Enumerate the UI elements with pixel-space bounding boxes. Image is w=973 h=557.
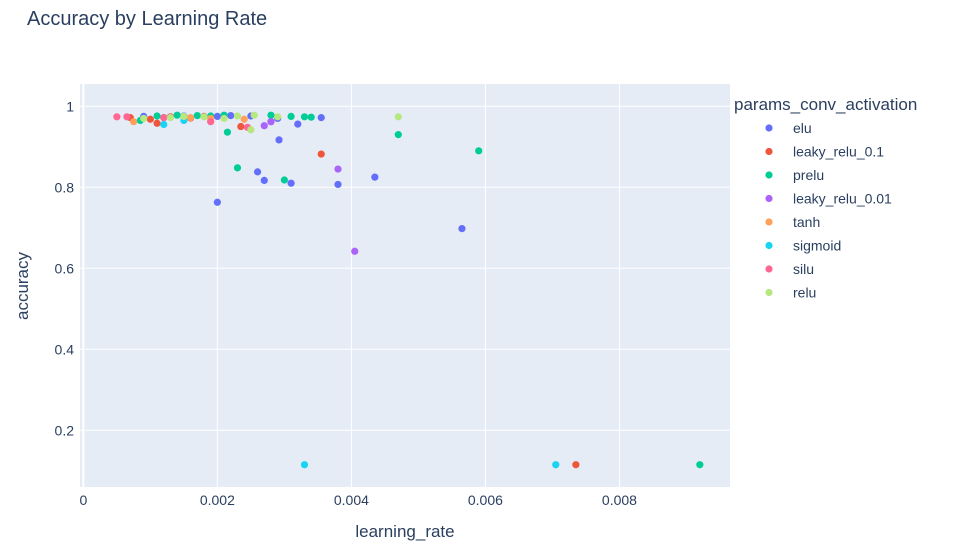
point-prelu: [475, 147, 483, 155]
plot-area: [80, 84, 730, 487]
point-leaky_relu_0.01: [351, 247, 359, 255]
x-tick-label: 0.004: [334, 492, 369, 508]
point-prelu: [280, 176, 288, 184]
point-leaky_relu_0.01: [267, 118, 275, 126]
legend-marker-leaky_relu_0.01: [765, 194, 773, 203]
legend-marker-sigmoid: [765, 241, 773, 250]
point-relu: [180, 112, 188, 121]
point-prelu: [173, 111, 181, 119]
point-elu: [371, 173, 379, 181]
point-prelu: [223, 128, 232, 136]
point-prelu: [307, 113, 315, 121]
legend-label-tanh: tanh: [793, 214, 820, 230]
point-tanh: [130, 118, 138, 126]
point-relu: [394, 113, 402, 121]
point-relu: [166, 114, 175, 122]
point-elu: [275, 136, 283, 144]
point-sigmoid: [300, 461, 309, 469]
point-prelu: [300, 113, 309, 121]
point-tanh: [186, 114, 195, 122]
point-relu: [200, 113, 208, 121]
point-silu: [113, 113, 121, 121]
legend-label-leaky_relu_0.1: leaky_relu_0.1: [793, 144, 884, 160]
point-elu: [458, 224, 466, 233]
point-leaky_relu_0.1: [146, 115, 154, 123]
point-elu: [213, 198, 221, 206]
point-elu: [334, 180, 342, 189]
grid-lines: [80, 84, 730, 487]
legend-marker-relu: [765, 288, 773, 297]
point-prelu: [267, 111, 275, 119]
point-sigmoid: [552, 461, 560, 469]
point-leaky_relu_0.1: [317, 150, 325, 158]
point-sigmoid: [160, 120, 168, 129]
point-relu: [247, 126, 255, 134]
point-prelu: [287, 112, 295, 121]
point-prelu: [153, 112, 161, 120]
legend-label-sigmoid: sigmoid: [793, 238, 841, 254]
point-elu: [260, 176, 268, 184]
legend-marker-silu: [765, 265, 773, 273]
legend-marker-leaky_relu_0.1: [765, 147, 773, 156]
legend-label-elu: elu: [793, 120, 812, 136]
point-leaky_relu_0.1: [237, 122, 245, 131]
point-leaky_relu_0.01: [334, 165, 342, 173]
legend-label-silu: silu: [793, 261, 814, 277]
legend-label-prelu: prelu: [793, 167, 824, 183]
point-leaky_relu_0.01: [260, 122, 268, 130]
data-points: [113, 111, 704, 469]
point-silu: [160, 114, 168, 122]
point-prelu: [696, 461, 704, 469]
point-relu: [220, 114, 228, 123]
legend-marker-prelu: [765, 171, 773, 179]
point-elu: [294, 120, 302, 128]
y-axis-title: accuracy: [13, 251, 32, 320]
legend: params_conv_activation elu leaky_relu_0.1…: [734, 95, 917, 301]
point-silu: [207, 118, 215, 126]
y-tick-label: 1: [66, 98, 74, 114]
legend-label-leaky_relu_0.01: leaky_relu_0.01: [793, 191, 892, 207]
y-tick-label: 0.2: [55, 422, 75, 438]
y-tick-label: 0.8: [55, 179, 75, 195]
x-tick-label: 0.006: [468, 492, 503, 508]
chart-title: Accuracy by Learning Rate: [27, 8, 267, 30]
x-tick-label: 0: [79, 492, 87, 508]
point-relu: [274, 113, 282, 121]
legend-label-relu: relu: [793, 285, 816, 301]
point-prelu: [394, 131, 402, 139]
point-relu: [233, 112, 242, 120]
point-elu: [227, 111, 235, 120]
point-prelu: [193, 111, 201, 120]
point-relu: [140, 114, 148, 123]
legend-marker-tanh: [765, 218, 773, 226]
point-leaky_relu_0.1: [153, 119, 161, 127]
point-elu: [213, 112, 221, 121]
x-axis-title: learning_rate: [355, 522, 454, 541]
point-elu: [287, 179, 295, 187]
point-elu: [317, 114, 325, 122]
legend-title: params_conv_activation: [734, 95, 917, 114]
point-prelu: [233, 164, 242, 172]
point-leaky_relu_0.1: [572, 461, 580, 469]
y-tick-label: 0.4: [55, 341, 75, 357]
point-tanh: [240, 115, 248, 123]
y-tick-label: 0.6: [55, 260, 75, 276]
x-tick-label: 0.002: [200, 492, 235, 508]
x-tick-label: 0.008: [602, 492, 637, 508]
legend-marker-elu: [765, 124, 773, 132]
point-silu: [123, 113, 131, 121]
point-relu: [250, 111, 258, 119]
axis-ticks: 0 0.002 0.004 0.006 0.008 0.2 0.4 0.6 0.8 1: [55, 98, 638, 508]
point-elu: [253, 168, 262, 176]
